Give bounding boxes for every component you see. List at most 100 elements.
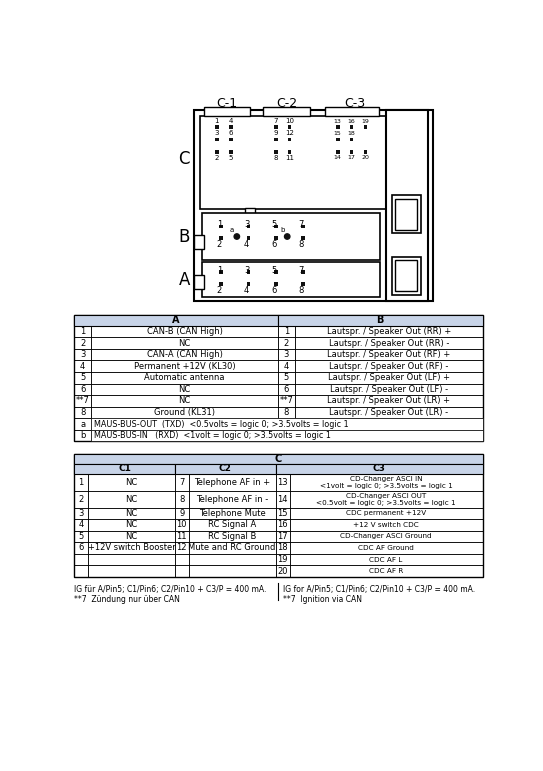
Text: 6: 6 — [80, 385, 85, 394]
Text: Telephone Mute: Telephone Mute — [199, 509, 266, 518]
Text: IG für A/Pin5; C1/Pin6; C2/Pin10 + C3/P = 400 mA.
**7  Zündung nur über CAN: IG für A/Pin5; C1/Pin6; C2/Pin10 + C3/P … — [74, 584, 267, 604]
Text: 20: 20 — [277, 567, 288, 576]
Bar — [91, 418, 483, 429]
Bar — [278, 361, 295, 372]
Text: **7: **7 — [280, 396, 293, 406]
Bar — [91, 406, 278, 418]
Text: Lautspr. / Speaker Out (LF) -: Lautspr. / Speaker Out (LF) - — [330, 385, 448, 394]
Text: 5: 5 — [78, 532, 84, 541]
Text: a: a — [230, 227, 234, 234]
Text: CDC AF L: CDC AF L — [369, 557, 403, 563]
Text: CDC AF Ground: CDC AF Ground — [358, 545, 414, 551]
Bar — [202, 213, 380, 261]
Bar — [276, 473, 289, 490]
Bar — [288, 125, 292, 129]
Bar — [363, 150, 368, 153]
Bar — [74, 315, 278, 326]
Text: 19: 19 — [277, 555, 288, 564]
Text: C1: C1 — [118, 464, 131, 473]
Bar — [295, 349, 483, 361]
Text: 3: 3 — [284, 350, 289, 359]
Text: Automatic antenna: Automatic antenna — [144, 373, 225, 382]
Text: a: a — [80, 419, 85, 429]
Text: 2: 2 — [217, 286, 222, 295]
Text: 19: 19 — [362, 119, 369, 123]
Bar — [88, 507, 175, 519]
Text: MAUS-BUS-OUT  (TXD)  <0.5volts = logic 0; >3.5volts = logic 1: MAUS-BUS-OUT (TXD) <0.5volts = logic 0; … — [94, 419, 349, 429]
Text: 15: 15 — [334, 131, 342, 136]
Bar — [74, 530, 88, 542]
Bar — [289, 530, 483, 542]
Bar — [229, 137, 232, 141]
Text: 3: 3 — [214, 130, 219, 136]
Text: 4: 4 — [284, 362, 289, 371]
Text: NC: NC — [125, 532, 137, 541]
Bar — [189, 565, 276, 577]
Bar — [74, 418, 91, 429]
Bar — [247, 224, 250, 228]
Bar — [278, 372, 295, 384]
Text: 2: 2 — [284, 338, 289, 348]
Bar — [91, 395, 278, 406]
Bar — [74, 338, 91, 349]
Bar — [276, 565, 289, 577]
Bar — [278, 315, 483, 326]
Bar — [295, 372, 483, 384]
Text: 17: 17 — [277, 532, 288, 541]
Bar — [74, 384, 91, 395]
Bar — [88, 490, 175, 507]
Text: C2: C2 — [219, 464, 232, 473]
Bar — [276, 542, 289, 554]
Text: 18: 18 — [348, 131, 356, 136]
Bar — [175, 490, 189, 507]
Bar — [91, 338, 278, 349]
Text: +12 V switch CDC: +12 V switch CDC — [353, 522, 419, 528]
Bar — [194, 110, 433, 301]
Text: A: A — [172, 315, 180, 325]
Bar — [336, 150, 339, 153]
Bar — [289, 519, 483, 530]
Text: 8: 8 — [298, 286, 304, 295]
Bar — [74, 361, 91, 372]
Text: Lautspr. / Speaker Out (RF) +: Lautspr. / Speaker Out (RF) + — [327, 350, 450, 359]
Bar — [274, 224, 277, 228]
Bar — [74, 542, 88, 554]
Text: B: B — [376, 315, 384, 325]
Text: Mute and RC Ground: Mute and RC Ground — [188, 544, 276, 553]
Text: 3: 3 — [244, 221, 249, 230]
Text: 8: 8 — [273, 155, 278, 161]
Text: NC: NC — [179, 396, 191, 406]
Bar — [194, 235, 204, 249]
Text: 4: 4 — [229, 118, 233, 124]
Text: 8: 8 — [179, 494, 185, 503]
Bar — [214, 125, 219, 129]
Bar — [295, 361, 483, 372]
Text: 13: 13 — [333, 119, 342, 123]
Bar — [74, 372, 91, 384]
Text: 5: 5 — [271, 221, 276, 230]
Bar — [350, 137, 353, 141]
Text: 2: 2 — [80, 338, 85, 348]
Bar — [274, 125, 277, 129]
Text: 6: 6 — [271, 286, 276, 295]
Text: 9: 9 — [273, 130, 278, 136]
Text: CDC AF R: CDC AF R — [369, 568, 403, 574]
Text: NC: NC — [125, 520, 137, 530]
Text: NC: NC — [125, 509, 137, 518]
Bar — [247, 236, 250, 240]
Bar — [219, 270, 223, 274]
Text: 3: 3 — [78, 509, 84, 518]
Text: CD-Changer ASCI IN
<1volt = logic 0; >3.5volts = logic 1: CD-Changer ASCI IN <1volt = logic 0; >3.… — [320, 476, 452, 489]
Bar — [276, 507, 289, 519]
Bar — [91, 372, 278, 384]
Text: 5: 5 — [80, 373, 85, 382]
Text: C-1: C-1 — [216, 97, 237, 109]
Bar — [189, 490, 276, 507]
Text: C: C — [275, 453, 282, 463]
Bar — [289, 507, 483, 519]
Text: 10: 10 — [176, 520, 187, 530]
Bar — [276, 463, 483, 473]
Text: B: B — [179, 227, 190, 245]
Bar — [74, 406, 91, 418]
Bar — [202, 262, 380, 298]
